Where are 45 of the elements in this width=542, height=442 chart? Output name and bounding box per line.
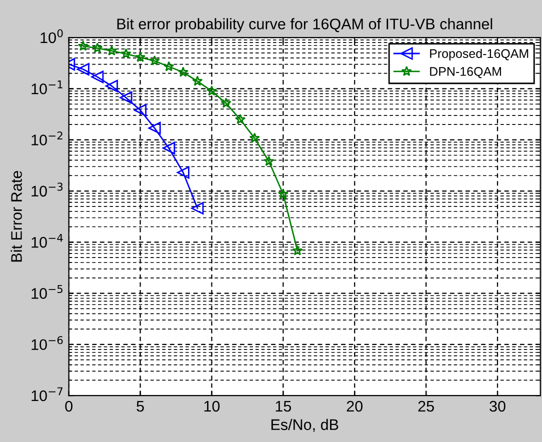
point xyxy=(106,45,118,56)
y-tick-label: 10$^{−5}$ xyxy=(32,285,62,299)
point xyxy=(264,156,274,166)
x-axis-title: Es/No, dB xyxy=(271,418,338,432)
point xyxy=(120,48,132,58)
point xyxy=(292,245,303,256)
x-tick-label: 10 xyxy=(204,400,220,412)
x-tick-label: 5 xyxy=(136,401,144,412)
y-tick-label: 10$^{−1}$ xyxy=(32,80,62,94)
point xyxy=(192,76,203,86)
point xyxy=(206,86,218,96)
point xyxy=(91,70,104,84)
y-tick-label: 10$^{0}$ xyxy=(40,29,63,44)
y-tick-label: 10$^{−6}$ xyxy=(32,336,63,350)
y-tick-label: 10$^{−7}$ xyxy=(32,387,63,402)
y-tick-label: 10$^{−4}$ xyxy=(32,234,63,248)
point xyxy=(234,114,246,124)
legend-label: Proposed-16QAM xyxy=(430,48,528,60)
legend-label: DPN-16QAM xyxy=(430,67,501,78)
point xyxy=(220,98,232,108)
point xyxy=(148,122,161,134)
point xyxy=(120,91,132,104)
x-tick-label: 0 xyxy=(65,400,72,412)
point xyxy=(105,80,118,92)
point xyxy=(76,63,90,76)
point xyxy=(191,202,204,215)
point xyxy=(92,42,103,53)
point xyxy=(78,40,88,51)
chart-title: Bit error probability curve for 16QAM of ITU-VB channel xyxy=(117,18,492,32)
point xyxy=(134,104,147,116)
point xyxy=(164,61,174,72)
y-tick-label: 10$^{−3}$ xyxy=(32,182,63,197)
y-axis-title: Bit Error Rate xyxy=(10,170,22,262)
x-tick-label: 30 xyxy=(490,400,506,412)
point xyxy=(134,52,146,62)
point xyxy=(278,188,288,199)
point xyxy=(249,132,260,143)
x-tick-label: 20 xyxy=(346,400,363,412)
point xyxy=(149,55,160,66)
x-tick-label: 25 xyxy=(418,400,434,412)
point xyxy=(162,142,176,154)
point xyxy=(178,66,188,77)
y-tick-label: 10$^{−2}$ xyxy=(32,131,62,146)
x-tick-label: 15 xyxy=(276,401,292,412)
point xyxy=(176,166,190,179)
